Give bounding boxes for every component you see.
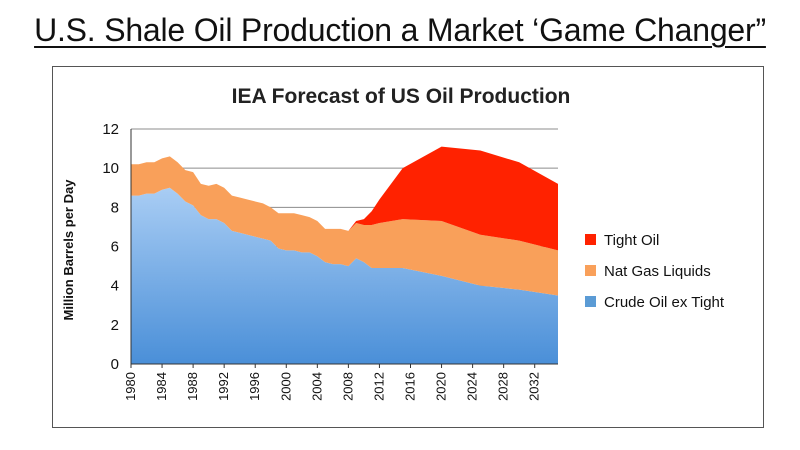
x-tick-label: 1980 bbox=[123, 372, 138, 401]
area-tight-oil bbox=[131, 146, 558, 251]
legend: Tight Oil Nat Gas Liquids Crude Oil ex Tig… bbox=[585, 232, 725, 311]
y-tick-label: 8 bbox=[111, 199, 119, 216]
legend-label: Nat Gas Liquids bbox=[604, 263, 711, 280]
stacked-areas bbox=[131, 146, 558, 364]
y-tick-labels: 0 2 4 6 8 10 12 bbox=[102, 121, 119, 373]
y-tick-label: 10 bbox=[102, 160, 119, 177]
x-tick-label: 2024 bbox=[465, 372, 480, 401]
legend-swatch bbox=[585, 296, 596, 307]
y-tick-label: 12 bbox=[102, 121, 119, 138]
x-tick-labels: 1980 1984 1988 1992 1996 2000 2004 2008 2012 2016… bbox=[123, 372, 542, 401]
x-tick-label: 1988 bbox=[185, 372, 200, 401]
area-nat-gas-liquids bbox=[131, 156, 558, 296]
legend-swatch bbox=[585, 234, 596, 245]
x-tick-label: 2028 bbox=[496, 372, 511, 401]
y-axis-label: Million Barrels per Day bbox=[61, 179, 76, 321]
x-tick-label: 2008 bbox=[340, 372, 355, 401]
slide-title: U.S. Shale Oil Production a Market ‘Game… bbox=[34, 12, 766, 48]
area-chart: IEA Forecast of US Oil Production Millio… bbox=[61, 85, 725, 401]
x-tick-label: 2012 bbox=[371, 372, 386, 401]
y-tick-label: 4 bbox=[111, 278, 119, 295]
x-tick-label: 1984 bbox=[154, 372, 169, 401]
x-tick-label: 2016 bbox=[402, 372, 417, 401]
chart-frame: IEA Forecast of US Oil Production Millio… bbox=[52, 66, 764, 428]
y-tick-label: 2 bbox=[111, 317, 119, 334]
chart-title: IEA Forecast of US Oil Production bbox=[232, 85, 571, 108]
x-tick-label: 2000 bbox=[278, 372, 293, 401]
y-tick-label: 6 bbox=[111, 239, 119, 256]
legend-swatch bbox=[585, 265, 596, 276]
area-crude-oil-ex-tight bbox=[131, 187, 558, 364]
legend-label: Crude Oil ex Tight bbox=[604, 294, 725, 311]
y-tick-label: 0 bbox=[111, 356, 119, 373]
x-tick-label: 1992 bbox=[216, 372, 231, 401]
x-tick-label: 2032 bbox=[527, 372, 542, 401]
x-tick-label: 2020 bbox=[434, 372, 449, 401]
legend-label: Tight Oil bbox=[604, 232, 659, 249]
axes bbox=[130, 129, 558, 368]
x-tick-label: 2004 bbox=[309, 372, 324, 401]
x-tick-label: 1996 bbox=[247, 372, 262, 401]
